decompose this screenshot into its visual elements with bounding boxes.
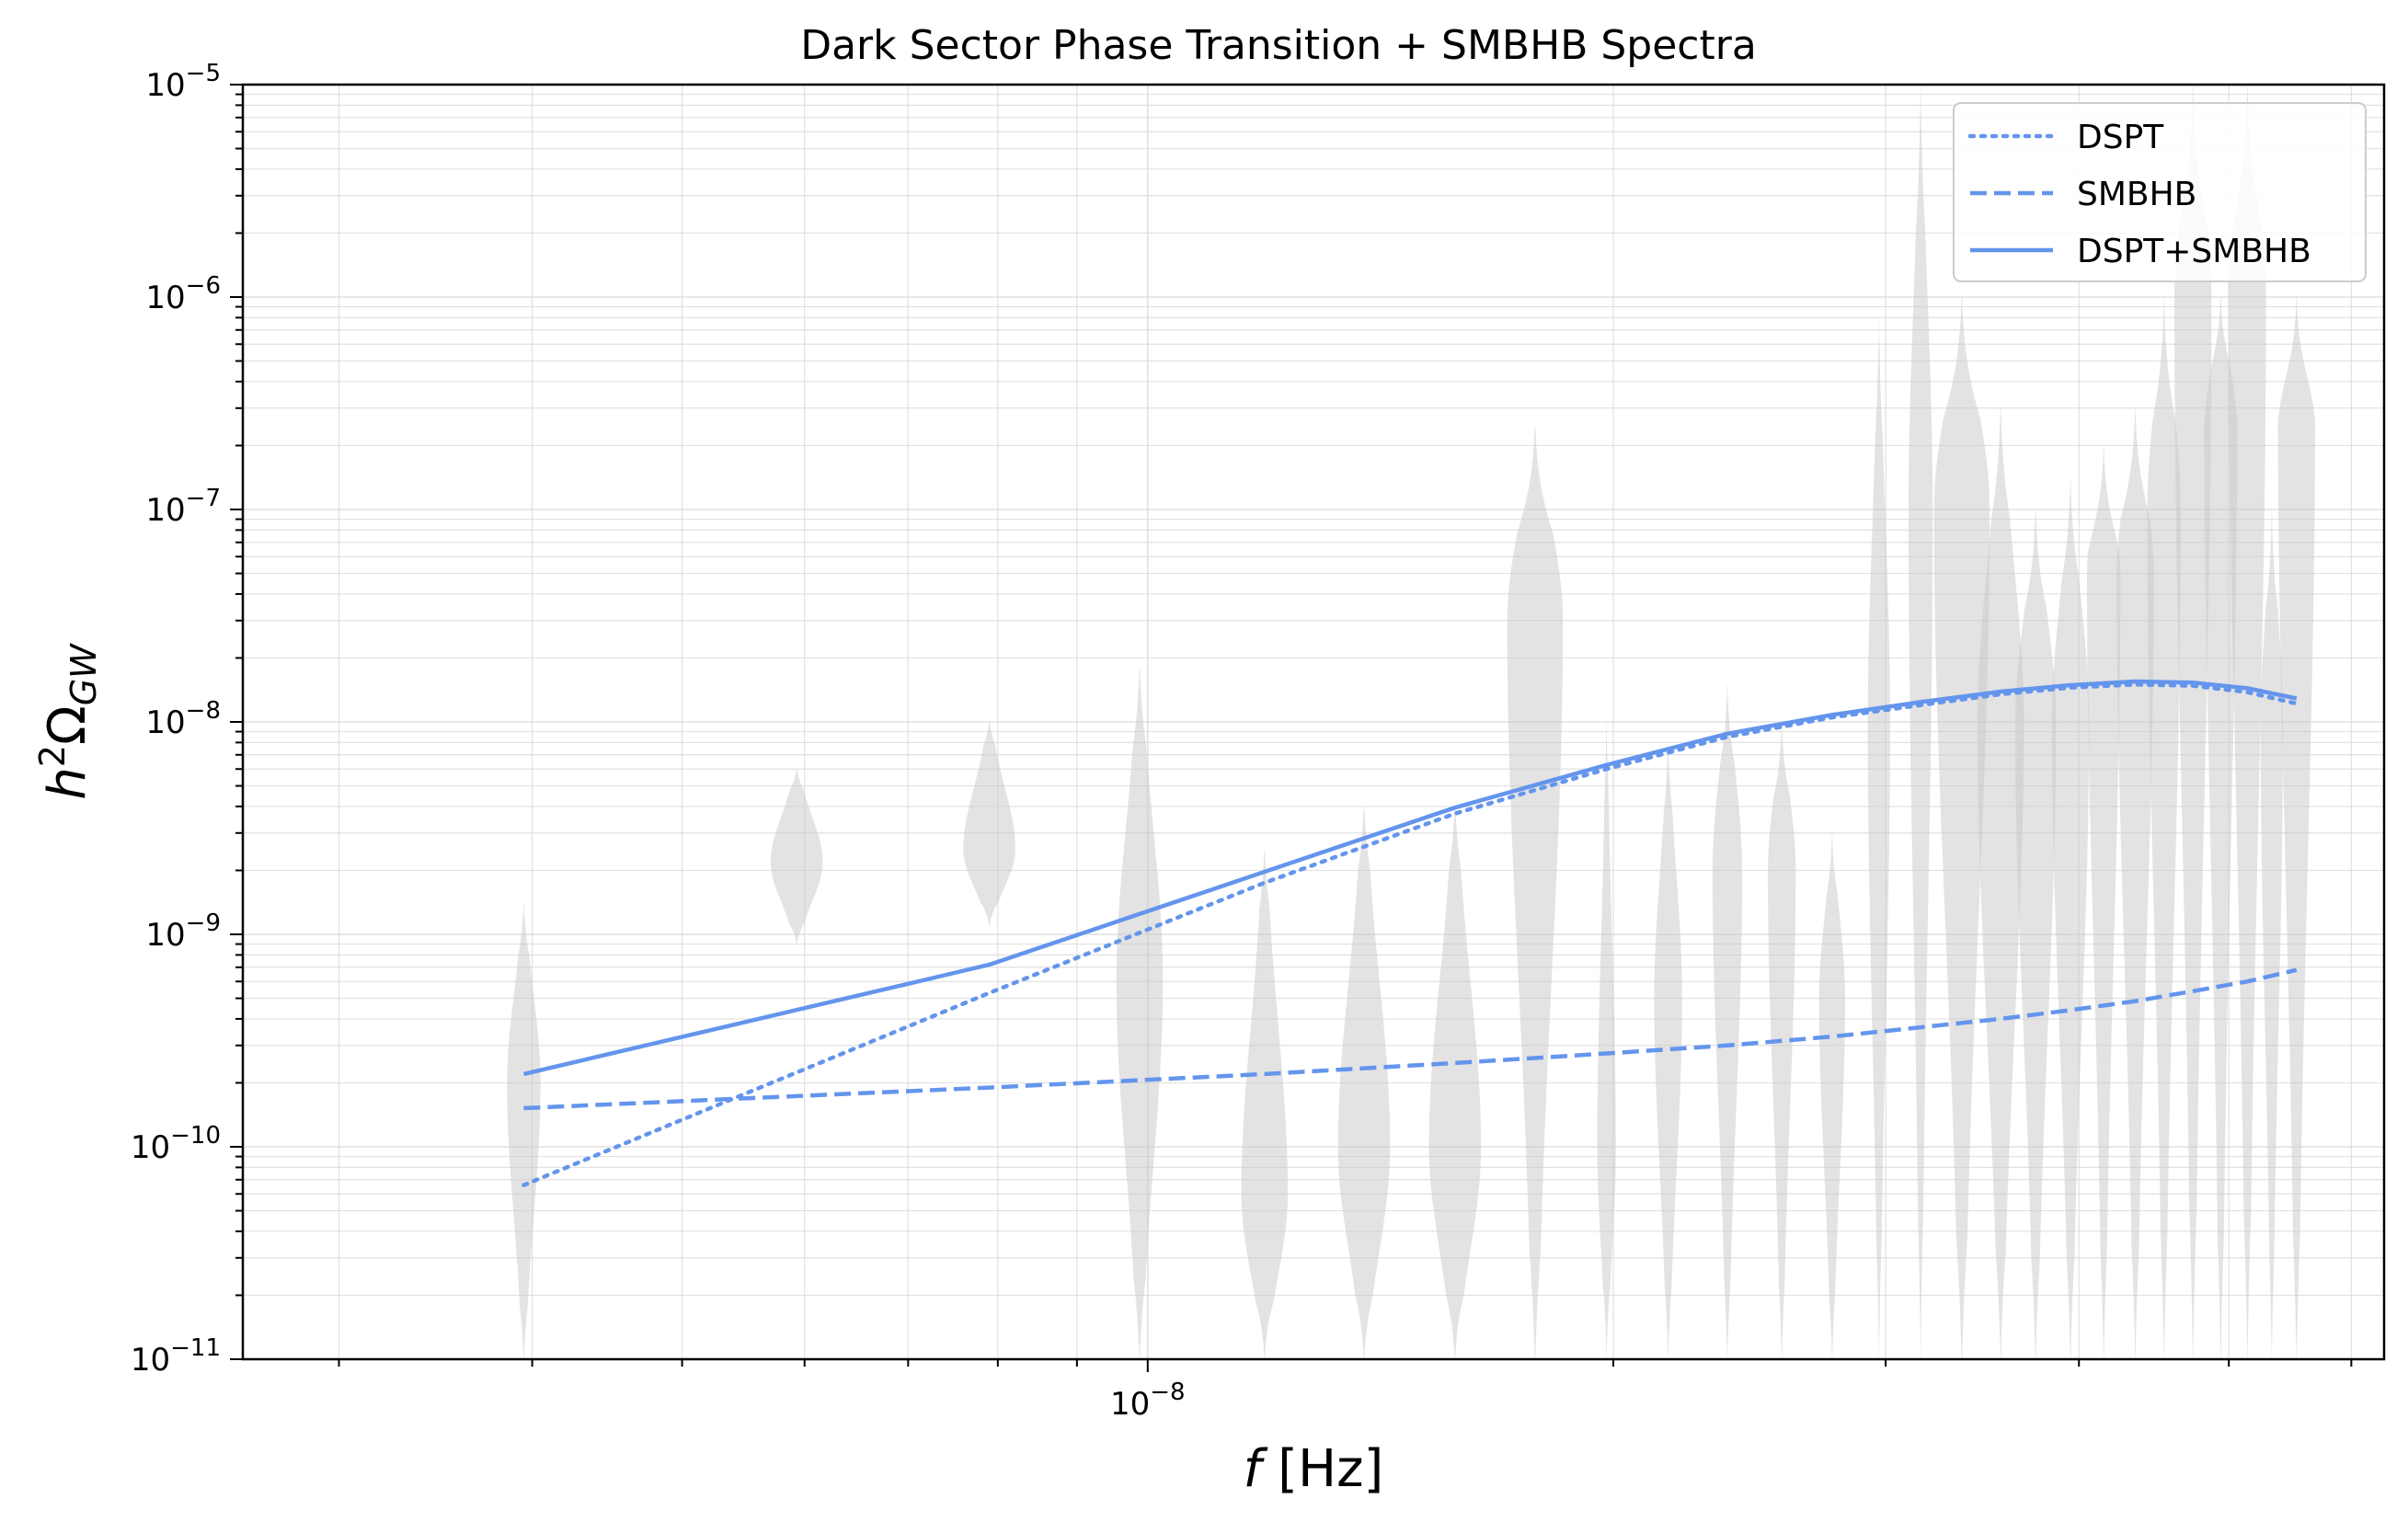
violin: [770, 769, 823, 944]
series-line-dspt-smbhb: [522, 679, 2298, 1077]
violin: [1654, 742, 1682, 1359]
legend-label-smbhb: SMBHB: [2077, 176, 2196, 213]
legend-box: [1953, 102, 2367, 282]
y-tick-label-exponent: −10: [170, 1122, 221, 1150]
y-axis-label-sup: 2: [32, 745, 73, 767]
series-line-dspt: [522, 682, 2299, 1187]
chart-title: Dark Sector Phase Transition + SMBHB Spe…: [800, 22, 1757, 69]
violin: [507, 903, 541, 1359]
y-tick-label-exponent: −8: [186, 697, 221, 725]
violin: [2147, 297, 2181, 1359]
y-tick-label-base: 10: [145, 67, 185, 104]
violin: [2277, 297, 2315, 1359]
x-axis-label: f [Hz]: [1244, 1439, 1384, 1499]
x-tick-label: 10−8: [1110, 1379, 1186, 1423]
y-tick-label-base: 10: [145, 280, 185, 316]
violin: [1977, 407, 2024, 1359]
violin: [2229, 85, 2266, 1359]
y-tick-label: 10−10: [131, 1122, 221, 1166]
violin: [2174, 85, 2212, 1359]
violin: [2051, 478, 2090, 1359]
series-line-smbhb: [523, 967, 2298, 1111]
legend-label-dspt: DSPT: [2077, 119, 2164, 156]
y-tick-label-base: 10: [145, 704, 185, 741]
violin: [1933, 297, 1990, 1359]
violin: [2014, 509, 2057, 1359]
y-tick-label-exponent: −11: [170, 1334, 221, 1362]
y-tick-label-base: 10: [145, 492, 185, 529]
violin: [963, 722, 1015, 926]
y-tick-label: 10−9: [145, 910, 221, 954]
violin: [1712, 684, 1743, 1359]
violin: [2204, 297, 2238, 1359]
legend: DSPT SMBHB DSPT+SMBHB: [1953, 102, 2367, 282]
y-tick-label: 10−5: [145, 60, 221, 104]
violin: [1867, 317, 1890, 1359]
y-tick-label-exponent: −6: [186, 272, 221, 300]
y-tick-label-base: 10: [145, 917, 185, 954]
y-tick-label: 10−8: [145, 697, 221, 741]
violin: [1241, 850, 1289, 1359]
y-axis-label-omega: Ω: [38, 705, 97, 745]
violin: [1116, 668, 1164, 1359]
x-tick-label-exponent: −8: [1150, 1379, 1185, 1406]
y-tick-label-base: 10: [131, 1129, 170, 1166]
y-tick-label-exponent: −7: [186, 485, 221, 512]
y-tick-label: 10−6: [145, 272, 221, 316]
y-axis-label-group: h2ΩGW: [32, 643, 104, 800]
x-axis-ticks: 10−8: [338, 1359, 2353, 1423]
violin: [1818, 832, 1845, 1359]
x-axis-label-unit: [Hz]: [1261, 1439, 1383, 1499]
y-tick-label: 10−7: [145, 485, 221, 529]
violin: [2260, 509, 2283, 1359]
y-axis-label-h: h: [38, 767, 97, 800]
y-tick-label: 10−11: [131, 1334, 221, 1379]
legend-label-dspt-smbhb: DSPT+SMBHB: [2077, 233, 2311, 270]
violin: [1428, 806, 1482, 1359]
violin: [1909, 85, 1933, 1359]
violin: [2116, 407, 2154, 1359]
y-tick-label-exponent: −5: [186, 60, 221, 87]
violin: [2087, 445, 2121, 1359]
y-axis-label: h2ΩGW: [32, 643, 104, 800]
x-tick-label-base: 10: [1110, 1386, 1150, 1423]
y-tick-label-exponent: −9: [186, 910, 221, 937]
violin: [1507, 425, 1564, 1360]
violin: [1597, 722, 1616, 1359]
y-axis-label-sub: GW: [63, 643, 104, 705]
y-tick-label-base: 10: [131, 1342, 170, 1379]
series-lines: [522, 679, 2299, 1187]
violin: [1337, 806, 1391, 1359]
